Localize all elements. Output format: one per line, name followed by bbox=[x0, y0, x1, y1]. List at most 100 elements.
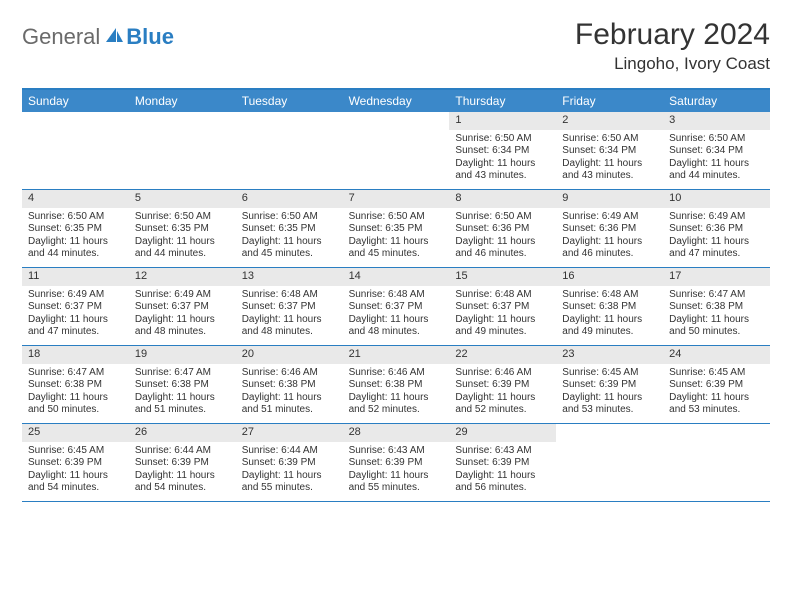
day-body: Sunrise: 6:48 AMSunset: 6:37 PMDaylight:… bbox=[343, 286, 450, 343]
day-number: 14 bbox=[343, 268, 450, 286]
sunset-text: Sunset: 6:38 PM bbox=[28, 379, 123, 392]
sunrise-text: Sunrise: 6:45 AM bbox=[28, 445, 123, 458]
sunset-text: Sunset: 6:34 PM bbox=[455, 145, 550, 158]
sunset-text: Sunset: 6:39 PM bbox=[28, 457, 123, 470]
day-number: 13 bbox=[236, 268, 343, 286]
day-body: Sunrise: 6:50 AMSunset: 6:35 PMDaylight:… bbox=[343, 208, 450, 265]
sunrise-text: Sunrise: 6:49 AM bbox=[669, 211, 764, 224]
daylight-text: Daylight: 11 hours and 45 minutes. bbox=[242, 236, 337, 261]
week-row: 1Sunrise: 6:50 AMSunset: 6:34 PMDaylight… bbox=[22, 112, 770, 190]
sunrise-text: Sunrise: 6:50 AM bbox=[349, 211, 444, 224]
daylight-text: Daylight: 11 hours and 44 minutes. bbox=[135, 236, 230, 261]
sunset-text: Sunset: 6:34 PM bbox=[562, 145, 657, 158]
day-number: 17 bbox=[663, 268, 770, 286]
day-body: Sunrise: 6:50 AMSunset: 6:34 PMDaylight:… bbox=[556, 130, 663, 187]
sunrise-text: Sunrise: 6:45 AM bbox=[562, 367, 657, 380]
day-body: Sunrise: 6:44 AMSunset: 6:39 PMDaylight:… bbox=[129, 442, 236, 499]
day-number: 7 bbox=[343, 190, 450, 208]
day-cell: 2Sunrise: 6:50 AMSunset: 6:34 PMDaylight… bbox=[556, 112, 663, 189]
sunset-text: Sunset: 6:39 PM bbox=[349, 457, 444, 470]
day-body: Sunrise: 6:47 AMSunset: 6:38 PMDaylight:… bbox=[22, 364, 129, 421]
daylight-text: Daylight: 11 hours and 52 minutes. bbox=[455, 392, 550, 417]
sunrise-text: Sunrise: 6:43 AM bbox=[349, 445, 444, 458]
day-cell: 4Sunrise: 6:50 AMSunset: 6:35 PMDaylight… bbox=[22, 190, 129, 267]
daylight-text: Daylight: 11 hours and 46 minutes. bbox=[455, 236, 550, 261]
sunrise-text: Sunrise: 6:50 AM bbox=[562, 133, 657, 146]
sunrise-text: Sunrise: 6:46 AM bbox=[455, 367, 550, 380]
day-body: Sunrise: 6:47 AMSunset: 6:38 PMDaylight:… bbox=[129, 364, 236, 421]
day-cell: 1Sunrise: 6:50 AMSunset: 6:34 PMDaylight… bbox=[449, 112, 556, 189]
day-body: Sunrise: 6:47 AMSunset: 6:38 PMDaylight:… bbox=[663, 286, 770, 343]
day-number: 29 bbox=[449, 424, 556, 442]
daylight-text: Daylight: 11 hours and 49 minutes. bbox=[562, 314, 657, 339]
daylight-text: Daylight: 11 hours and 44 minutes. bbox=[28, 236, 123, 261]
sunset-text: Sunset: 6:37 PM bbox=[135, 301, 230, 314]
logo-sail-icon bbox=[104, 26, 124, 49]
day-body: Sunrise: 6:43 AMSunset: 6:39 PMDaylight:… bbox=[343, 442, 450, 499]
day-cell bbox=[663, 424, 770, 501]
day-body: Sunrise: 6:50 AMSunset: 6:35 PMDaylight:… bbox=[22, 208, 129, 265]
day-cell bbox=[556, 424, 663, 501]
daylight-text: Daylight: 11 hours and 46 minutes. bbox=[562, 236, 657, 261]
daylight-text: Daylight: 11 hours and 44 minutes. bbox=[669, 158, 764, 183]
title-block: February 2024 Lingoho, Ivory Coast bbox=[575, 18, 770, 74]
calendar: Sunday Monday Tuesday Wednesday Thursday… bbox=[22, 88, 770, 502]
sunrise-text: Sunrise: 6:50 AM bbox=[135, 211, 230, 224]
day-cell: 3Sunrise: 6:50 AMSunset: 6:34 PMDaylight… bbox=[663, 112, 770, 189]
sunrise-text: Sunrise: 6:49 AM bbox=[562, 211, 657, 224]
day-number: 18 bbox=[22, 346, 129, 364]
sunset-text: Sunset: 6:39 PM bbox=[562, 379, 657, 392]
sunrise-text: Sunrise: 6:48 AM bbox=[242, 289, 337, 302]
day-cell: 19Sunrise: 6:47 AMSunset: 6:38 PMDayligh… bbox=[129, 346, 236, 423]
sunrise-text: Sunrise: 6:47 AM bbox=[28, 367, 123, 380]
sunrise-text: Sunrise: 6:49 AM bbox=[135, 289, 230, 302]
day-number: 5 bbox=[129, 190, 236, 208]
sunrise-text: Sunrise: 6:48 AM bbox=[562, 289, 657, 302]
day-number: 25 bbox=[22, 424, 129, 442]
daylight-text: Daylight: 11 hours and 49 minutes. bbox=[455, 314, 550, 339]
sunset-text: Sunset: 6:39 PM bbox=[455, 379, 550, 392]
day-body: Sunrise: 6:46 AMSunset: 6:38 PMDaylight:… bbox=[236, 364, 343, 421]
sunrise-text: Sunrise: 6:50 AM bbox=[28, 211, 123, 224]
day-number: 28 bbox=[343, 424, 450, 442]
day-cell: 9 Sunrise: 6:49 AMSunset: 6:36 PMDaylight… bbox=[556, 190, 663, 267]
day-body bbox=[22, 116, 129, 123]
day-body bbox=[556, 428, 663, 435]
day-cell bbox=[129, 112, 236, 189]
day-number: 9 bbox=[556, 190, 663, 208]
weeks-container: 1Sunrise: 6:50 AMSunset: 6:34 PMDaylight… bbox=[22, 112, 770, 502]
daylight-text: Daylight: 11 hours and 52 minutes. bbox=[349, 392, 444, 417]
daylight-text: Daylight: 11 hours and 43 minutes. bbox=[455, 158, 550, 183]
location-text: Lingoho, Ivory Coast bbox=[575, 54, 770, 74]
sunset-text: Sunset: 6:39 PM bbox=[669, 379, 764, 392]
day-cell: 18Sunrise: 6:47 AMSunset: 6:38 PMDayligh… bbox=[22, 346, 129, 423]
sunset-text: Sunset: 6:36 PM bbox=[562, 223, 657, 236]
day-cell: 22Sunrise: 6:46 AMSunset: 6:39 PMDayligh… bbox=[449, 346, 556, 423]
day-number: 27 bbox=[236, 424, 343, 442]
day-number: 2 bbox=[556, 112, 663, 130]
sunrise-text: Sunrise: 6:44 AM bbox=[242, 445, 337, 458]
sunrise-text: Sunrise: 6:50 AM bbox=[455, 211, 550, 224]
day-number: 3 bbox=[663, 112, 770, 130]
day-cell: 11Sunrise: 6:49 AMSunset: 6:37 PMDayligh… bbox=[22, 268, 129, 345]
day-body: Sunrise: 6:45 AMSunset: 6:39 PMDaylight:… bbox=[663, 364, 770, 421]
day-body: Sunrise: 6:48 AMSunset: 6:37 PMDaylight:… bbox=[449, 286, 556, 343]
day-cell: 13Sunrise: 6:48 AMSunset: 6:37 PMDayligh… bbox=[236, 268, 343, 345]
day-body: Sunrise: 6:50 AMSunset: 6:36 PMDaylight:… bbox=[449, 208, 556, 265]
day-number: 23 bbox=[556, 346, 663, 364]
day-cell: 5Sunrise: 6:50 AMSunset: 6:35 PMDaylight… bbox=[129, 190, 236, 267]
sunset-text: Sunset: 6:35 PM bbox=[242, 223, 337, 236]
sunset-text: Sunset: 6:37 PM bbox=[28, 301, 123, 314]
day-header-sat: Saturday bbox=[663, 90, 770, 112]
sunset-text: Sunset: 6:36 PM bbox=[455, 223, 550, 236]
daylight-text: Daylight: 11 hours and 48 minutes. bbox=[135, 314, 230, 339]
day-body: Sunrise: 6:44 AMSunset: 6:39 PMDaylight:… bbox=[236, 442, 343, 499]
day-cell: 21Sunrise: 6:46 AMSunset: 6:38 PMDayligh… bbox=[343, 346, 450, 423]
day-body: Sunrise: 6:50 AMSunset: 6:35 PMDaylight:… bbox=[236, 208, 343, 265]
day-cell: 28Sunrise: 6:43 AMSunset: 6:39 PMDayligh… bbox=[343, 424, 450, 501]
day-number: 6 bbox=[236, 190, 343, 208]
day-cell: 25Sunrise: 6:45 AMSunset: 6:39 PMDayligh… bbox=[22, 424, 129, 501]
day-body: Sunrise: 6:50 AMSunset: 6:34 PMDaylight:… bbox=[449, 130, 556, 187]
sunrise-text: Sunrise: 6:49 AM bbox=[28, 289, 123, 302]
sunset-text: Sunset: 6:37 PM bbox=[455, 301, 550, 314]
